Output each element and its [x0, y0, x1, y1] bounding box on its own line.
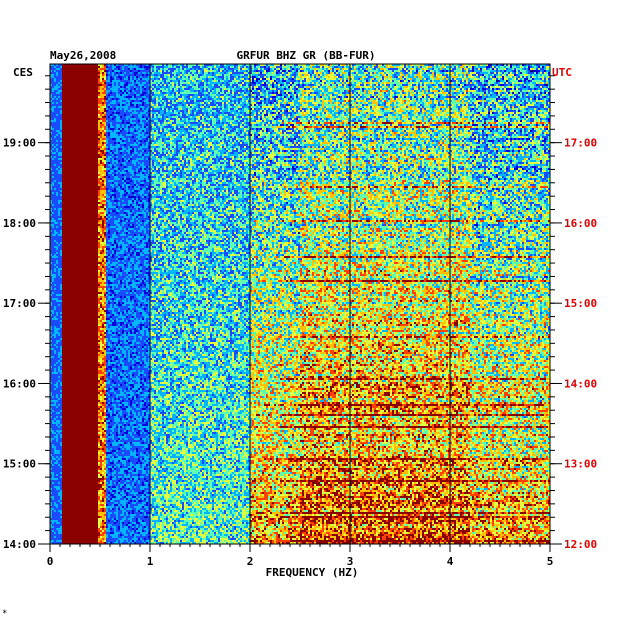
right-tick-label: 14:00 [564, 377, 597, 390]
x-tick-label: 0 [47, 555, 54, 568]
x-tick-label: 4 [447, 555, 454, 568]
right-tick-label: 12:00 [564, 538, 597, 551]
left-tick-label: 15:00 [3, 458, 36, 471]
x-axis-label: FREQUENCY (HZ) [266, 566, 359, 579]
left-tick-label: 16:00 [3, 377, 36, 390]
right-axis-label: UTC [552, 66, 572, 79]
chart-title: GRFUR BHZ GR (BB-FUR) [236, 49, 375, 62]
axis-ticks: 19:00 18:00 17:00 16:00 15:00 14:00 17:00 16:00… [3, 75, 597, 568]
right-tick-label: 17:00 [564, 137, 597, 150]
right-tick-label: 13:00 [564, 458, 597, 471]
frequency-gridlines [149, 64, 451, 544]
x-tick-label: 3 [347, 555, 354, 568]
left-tick-label: 18:00 [3, 217, 36, 230]
left-axis-label: CES [13, 66, 33, 79]
x-tick-label: 1 [147, 555, 154, 568]
date-label: May26,2008 [50, 49, 116, 62]
corner-mark: * [2, 609, 7, 619]
left-tick-label: 14:00 [3, 538, 36, 551]
right-tick-label: 15:00 [564, 297, 597, 310]
spectrogram-heatmap [50, 64, 550, 544]
x-tick-label: 2 [247, 555, 254, 568]
right-tick-label: 16:00 [564, 217, 597, 230]
left-tick-label: 17:00 [3, 297, 36, 310]
x-tick-label: 5 [547, 555, 554, 568]
spectrogram-image [50, 64, 550, 544]
left-tick-label: 19:00 [3, 137, 36, 150]
